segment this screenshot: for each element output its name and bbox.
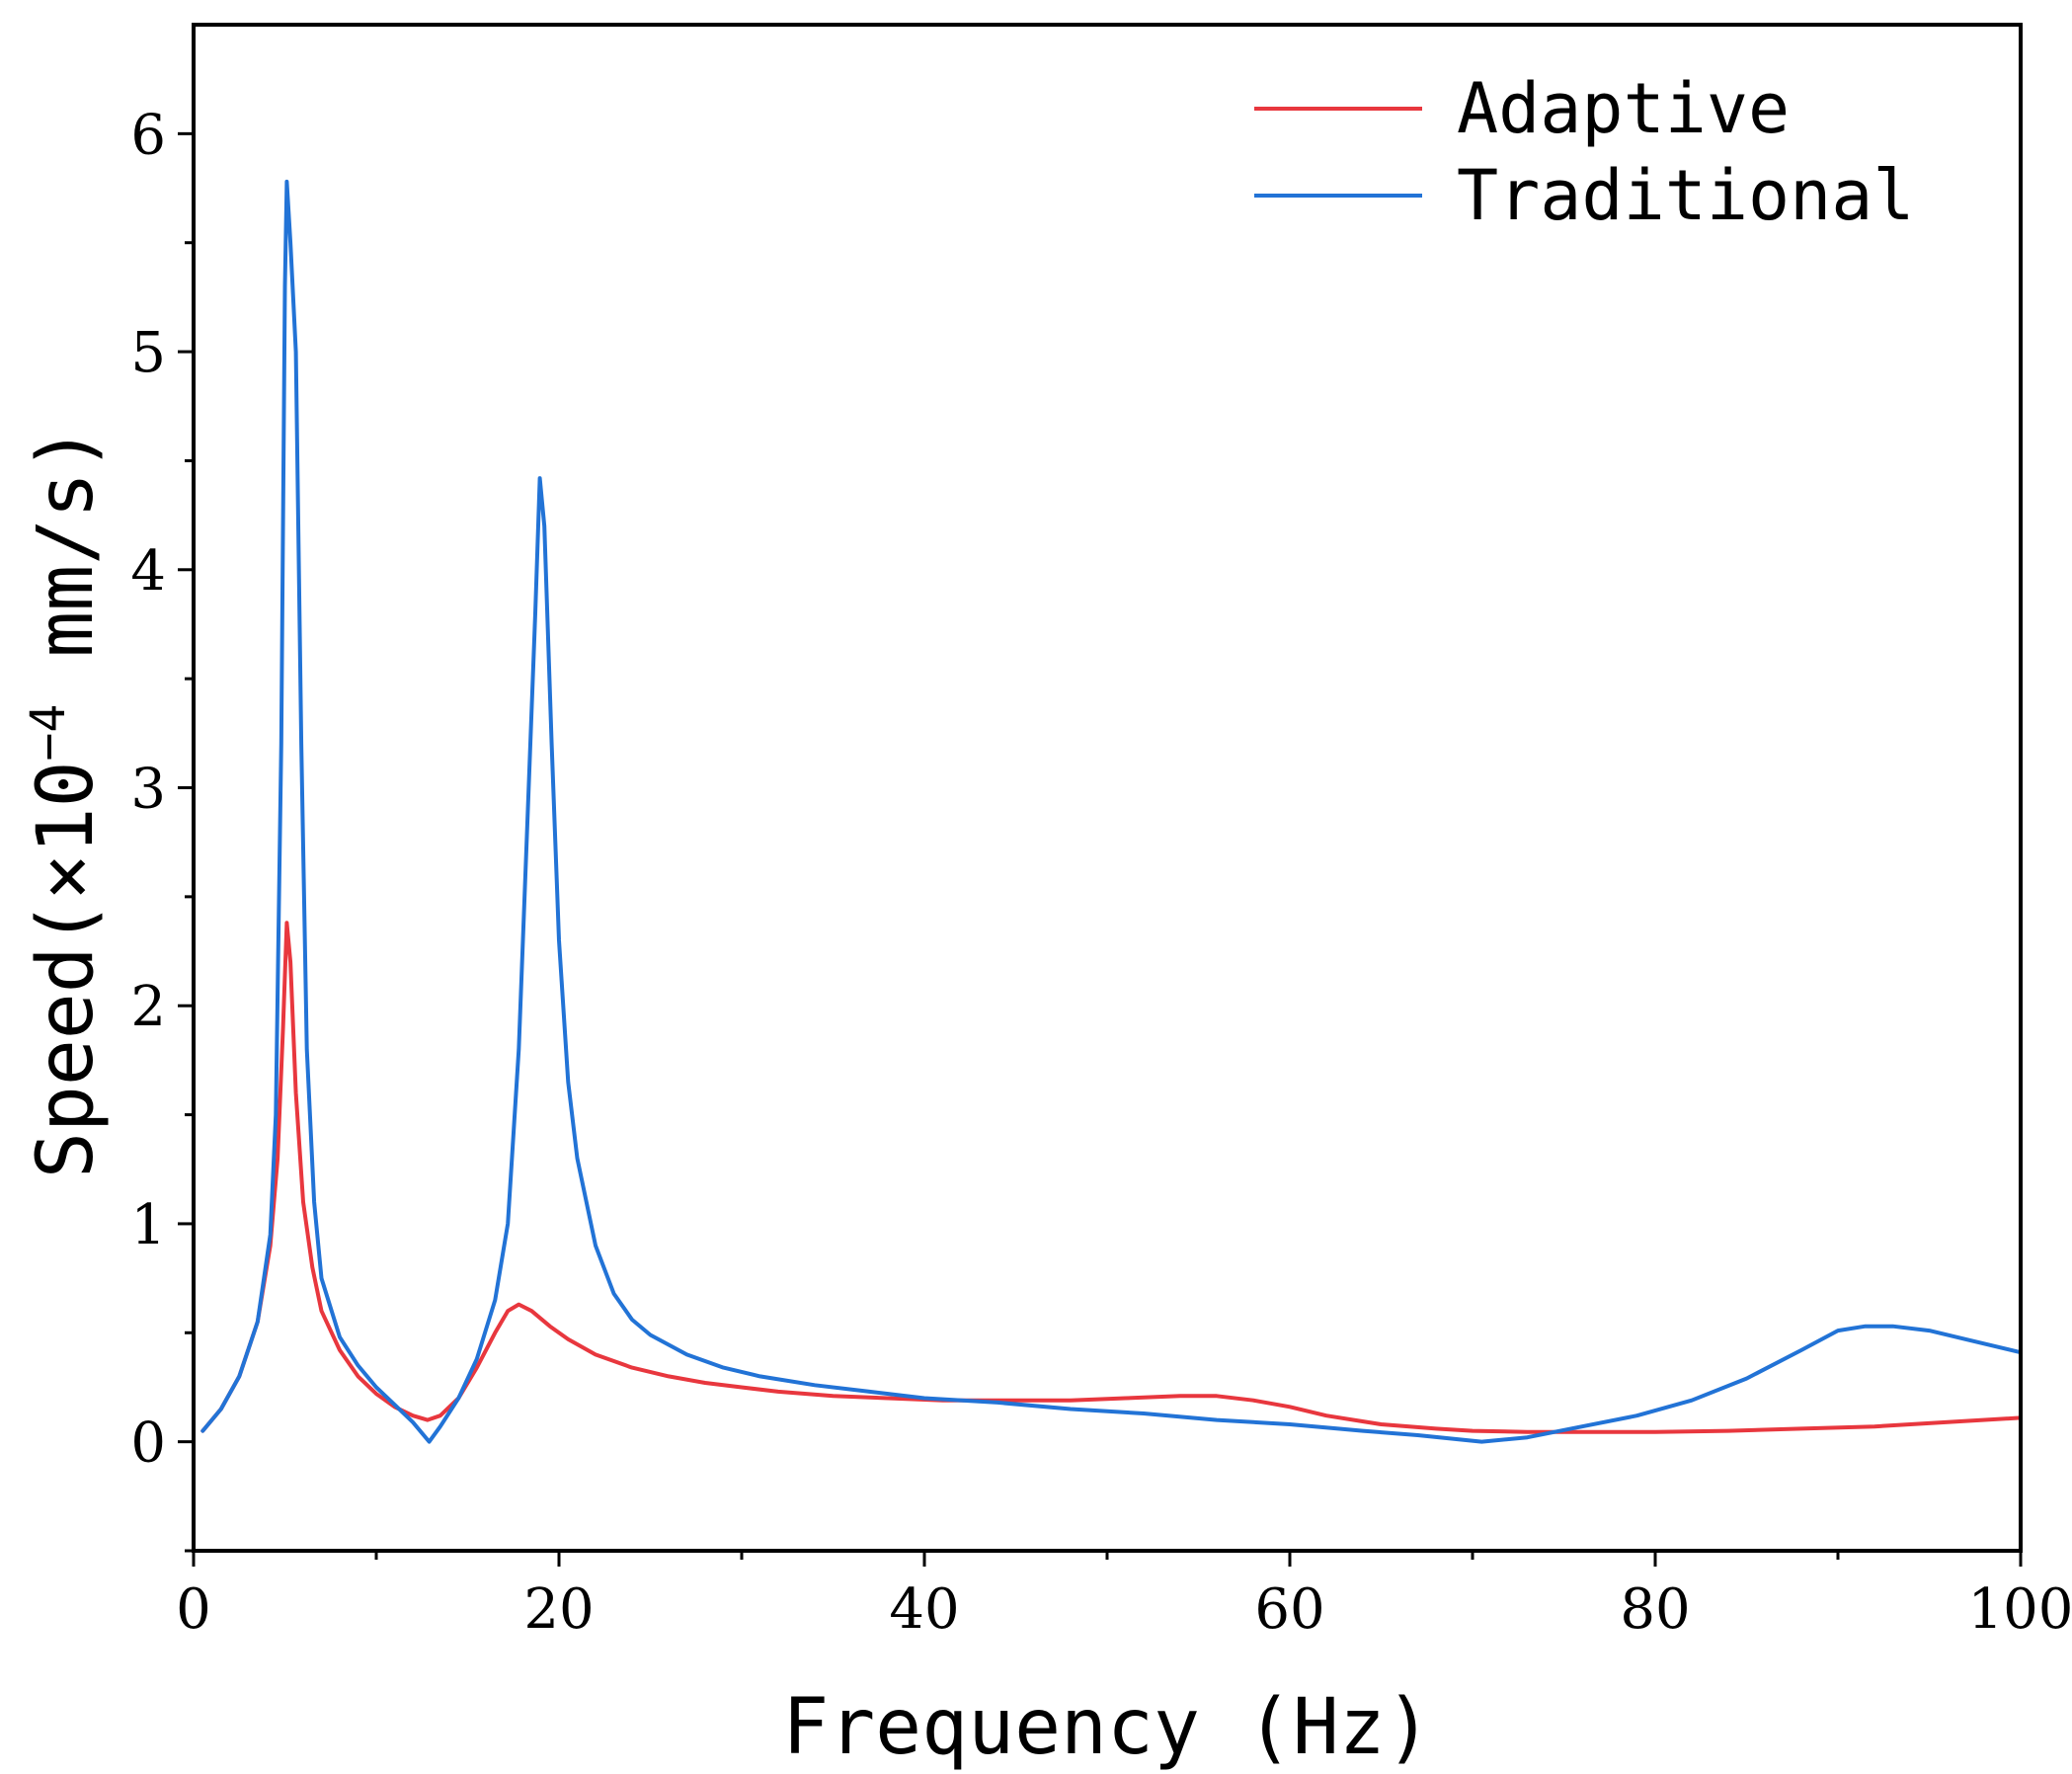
legend-label-adaptive: Adaptive — [1457, 68, 1790, 149]
x-tick-labels: 0 20 40 60 80 100 — [176, 1577, 2072, 1642]
y-tick-label: 5 — [130, 321, 166, 385]
legend: Adaptive Traditional — [1254, 68, 1915, 236]
y-tick-label: 6 — [130, 103, 166, 167]
legend-label-traditional: Traditional — [1457, 155, 1915, 236]
y-axis-title: Speed(×10−4 mm/s) — [21, 426, 111, 1178]
y-tick-label: 0 — [130, 1411, 166, 1476]
x-axis-title: Frequency (Hz) — [782, 1683, 1431, 1772]
x-tick-label: 60 — [1254, 1577, 1324, 1642]
series-line-traditional — [200, 179, 2023, 1444]
x-tick-label: 100 — [1968, 1577, 2072, 1642]
plot-frame — [192, 23, 2023, 1553]
y-axis-title-exponent: −4 — [21, 704, 76, 762]
x-tick-label: 0 — [176, 1577, 211, 1642]
major-ticks — [178, 131, 2023, 1567]
x-tick-label: 20 — [523, 1577, 594, 1642]
x-tick-label: 80 — [1620, 1577, 1690, 1642]
y-axis-title-main: Speed(×10 — [22, 761, 111, 1178]
y-tick-label: 4 — [130, 539, 166, 604]
x-tick-label: 40 — [889, 1577, 959, 1642]
y-tick-labels: 0 1 2 3 4 5 6 — [130, 103, 166, 1475]
y-tick-label: 1 — [130, 1193, 166, 1257]
series-line-adaptive — [200, 921, 2023, 1434]
y-tick-label: 3 — [130, 758, 166, 822]
plot-area — [194, 25, 2021, 1551]
y-axis-title-unit: mm/s) — [22, 426, 111, 704]
series-lines — [200, 179, 2023, 1444]
y-tick-label: 2 — [130, 975, 166, 1039]
